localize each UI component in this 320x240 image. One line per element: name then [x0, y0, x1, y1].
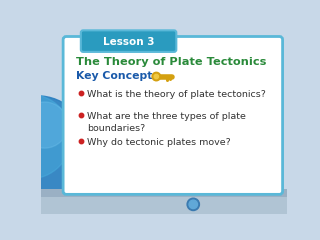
Circle shape — [0, 96, 89, 200]
FancyBboxPatch shape — [41, 197, 287, 214]
Text: Why do tectonic plates move?: Why do tectonic plates move? — [87, 138, 231, 147]
FancyBboxPatch shape — [41, 29, 287, 214]
Text: What is the theory of plate tectonics?: What is the theory of plate tectonics? — [87, 90, 266, 99]
Circle shape — [189, 200, 197, 209]
FancyBboxPatch shape — [41, 189, 287, 214]
Text: The Theory of Plate Tectonics: The Theory of Plate Tectonics — [76, 57, 267, 66]
Circle shape — [21, 102, 68, 148]
FancyBboxPatch shape — [63, 36, 283, 194]
Circle shape — [154, 74, 158, 79]
Circle shape — [187, 198, 199, 210]
Text: Key Concepts: Key Concepts — [76, 71, 159, 81]
Circle shape — [0, 94, 72, 179]
FancyBboxPatch shape — [81, 30, 176, 52]
Circle shape — [152, 72, 161, 81]
Text: Lesson 3: Lesson 3 — [103, 37, 154, 47]
Text: What are the three types of plate
boundaries?: What are the three types of plate bounda… — [87, 112, 246, 133]
